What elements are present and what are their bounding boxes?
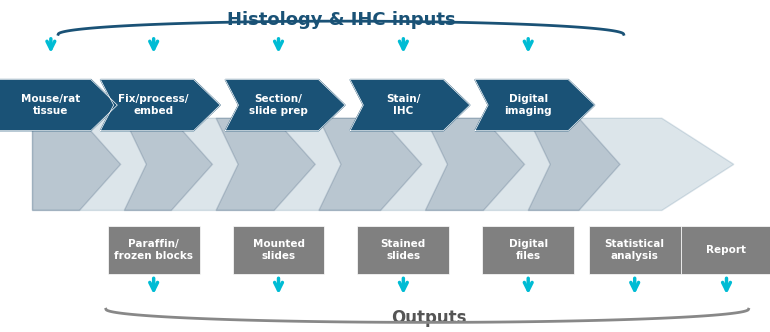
Text: Outputs: Outputs [391,309,467,327]
Polygon shape [350,80,470,130]
FancyBboxPatch shape [108,226,199,274]
Text: Mouse/rat
tissue: Mouse/rat tissue [22,94,81,116]
Polygon shape [528,118,620,210]
Text: Fix/process/
embed: Fix/process/ embed [119,94,189,116]
Polygon shape [32,118,121,210]
FancyBboxPatch shape [233,226,324,274]
Text: Paraffin/
frozen blocks: Paraffin/ frozen blocks [114,239,193,261]
FancyBboxPatch shape [482,226,574,274]
Polygon shape [475,80,594,130]
Polygon shape [100,80,220,130]
Polygon shape [226,80,345,130]
Polygon shape [124,118,213,210]
Text: Digital
files: Digital files [509,239,547,261]
Polygon shape [216,118,315,210]
FancyBboxPatch shape [589,226,681,274]
Text: Stain/
IHC: Stain/ IHC [387,94,420,116]
FancyBboxPatch shape [681,226,770,274]
Polygon shape [319,118,422,210]
Polygon shape [32,118,734,210]
Polygon shape [425,118,524,210]
Text: Report: Report [707,245,746,255]
Polygon shape [0,80,117,130]
FancyBboxPatch shape [357,226,449,274]
Text: Histology & IHC inputs: Histology & IHC inputs [226,11,455,29]
Text: Mounted
slides: Mounted slides [253,239,304,261]
Text: Digital
imaging: Digital imaging [504,94,552,116]
Text: Stained
slides: Stained slides [380,239,426,261]
Text: Statistical
analysis: Statistical analysis [604,239,665,261]
Text: Section/
slide prep: Section/ slide prep [249,94,308,116]
